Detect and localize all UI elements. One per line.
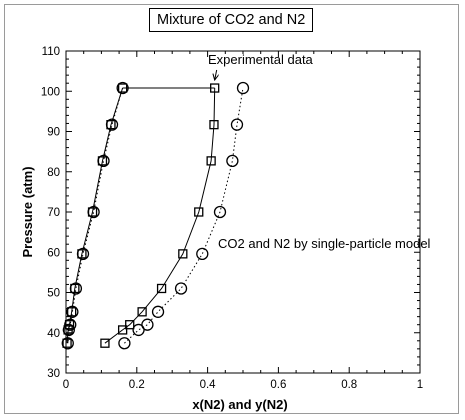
- circle-data-point: [69, 282, 83, 295]
- square-data-point: [137, 307, 147, 317]
- circle-data-point: [226, 154, 239, 168]
- circle-dew-curve-line: [67, 87, 124, 344]
- x-tick-label: 0: [63, 379, 69, 391]
- circle-data-point: [64, 318, 77, 331]
- square-data-point: [156, 283, 167, 294]
- circle-data-point: [87, 205, 100, 219]
- figure-frame: [4, 4, 459, 414]
- chart-title: Mixture of CO2 and N2: [149, 8, 314, 32]
- square-data-point: [210, 83, 220, 93]
- circle-data-point: [116, 81, 129, 95]
- x-tick-label: 1: [417, 379, 423, 391]
- arrow-experimental-data: [215, 69, 217, 80]
- circle-data-point: [118, 337, 131, 350]
- circle-data-point: [196, 247, 209, 261]
- square-data-point: [178, 249, 188, 259]
- square-data-point: [64, 320, 75, 330]
- circle-data-point: [236, 81, 250, 95]
- x-axis-label: x(N2) and y(N2): [192, 397, 287, 412]
- annotations: Experimental data CO2 and N2 by single-pa…: [208, 52, 431, 251]
- y-tick-label: 30: [47, 368, 60, 380]
- square-data-point: [125, 320, 135, 330]
- y-tick-label: 50: [47, 288, 60, 300]
- y-tick-label: 110: [42, 46, 60, 58]
- circle-data-point: [213, 205, 227, 219]
- square-data-point: [100, 338, 110, 348]
- square-data-point: [62, 338, 72, 348]
- square-data-point: [117, 325, 128, 335]
- circle-data-point: [132, 323, 145, 337]
- square-data-point: [206, 156, 216, 166]
- y-tick-label: 90: [47, 127, 60, 139]
- square-data-point: [67, 307, 77, 317]
- y-tick-label: 70: [47, 207, 60, 219]
- square-dew-curve-line: [66, 87, 124, 344]
- x-tick-label: 0.4: [200, 379, 217, 391]
- square-data-point: [209, 120, 219, 130]
- circle-data-point: [61, 337, 74, 350]
- annotation-experimental-data: Experimental data: [208, 52, 314, 67]
- circle-data-point: [151, 305, 165, 318]
- circle-data-point: [62, 323, 75, 337]
- y-tick-label: 100: [41, 86, 60, 98]
- annotation-model: CO2 and N2 by single-particle model: [218, 236, 431, 251]
- axis-labels: x(N2) and y(N2) Pressure (atm): [20, 166, 288, 412]
- y-axis-label: Pressure (atm): [20, 166, 35, 257]
- square-data-point: [117, 83, 128, 93]
- x-tick-label: 0.2: [129, 379, 145, 391]
- circle-data-point: [97, 154, 110, 168]
- x-tick-label: 0.8: [341, 379, 357, 391]
- circle-data-point: [174, 282, 188, 295]
- y-tick-label: 80: [47, 167, 60, 179]
- y-tick-label: 40: [47, 328, 60, 340]
- circle-data-point: [76, 247, 90, 261]
- circle-data-point: [66, 305, 79, 318]
- y-tick-label: 60: [47, 247, 60, 259]
- x-tick-label: 0.6: [270, 379, 286, 391]
- circle-data-point: [141, 318, 154, 331]
- circle-data-point: [230, 118, 244, 131]
- circle-bubble-curve-line: [124, 87, 244, 344]
- data-points: [61, 81, 250, 350]
- circle-data-point: [105, 118, 119, 131]
- square-data-point: [194, 207, 204, 217]
- axes: 0 0.2 0.4 0.6 0.8 1 30 40 50 60 70 80 90 100 110: [41, 46, 423, 391]
